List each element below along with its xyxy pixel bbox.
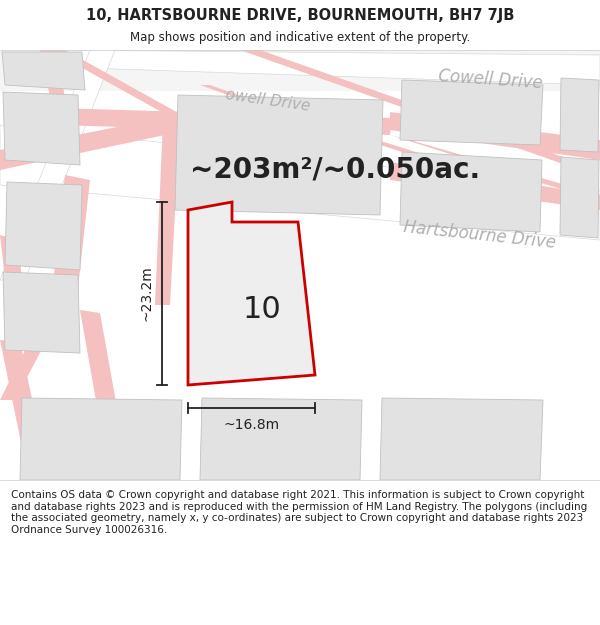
Polygon shape xyxy=(390,162,600,210)
Polygon shape xyxy=(0,50,115,280)
Polygon shape xyxy=(0,310,60,400)
Polygon shape xyxy=(20,398,182,480)
Polygon shape xyxy=(0,235,25,310)
Polygon shape xyxy=(400,80,543,145)
Text: 10, HARTSBOURNE DRIVE, BOURNEMOUTH, BH7 7JB: 10, HARTSBOURNE DRIVE, BOURNEMOUTH, BH7 … xyxy=(86,8,514,22)
Polygon shape xyxy=(400,152,542,232)
Polygon shape xyxy=(0,125,600,240)
Text: ~203m²/~0.050ac.: ~203m²/~0.050ac. xyxy=(190,156,480,184)
Polygon shape xyxy=(3,272,80,353)
Polygon shape xyxy=(188,202,315,385)
Polygon shape xyxy=(200,398,362,480)
Polygon shape xyxy=(40,50,70,120)
Polygon shape xyxy=(5,182,82,270)
Polygon shape xyxy=(155,120,180,305)
Text: 10: 10 xyxy=(242,296,281,324)
Polygon shape xyxy=(200,85,310,120)
Text: ~16.8m: ~16.8m xyxy=(223,418,280,432)
Polygon shape xyxy=(0,118,165,170)
Polygon shape xyxy=(310,122,600,210)
Polygon shape xyxy=(390,112,600,160)
Polygon shape xyxy=(380,398,543,480)
Polygon shape xyxy=(50,50,200,125)
Polygon shape xyxy=(390,135,600,195)
Polygon shape xyxy=(3,92,80,165)
Text: Hartsbourne Drive: Hartsbourne Drive xyxy=(403,218,557,252)
Text: owell Drive: owell Drive xyxy=(225,87,311,113)
Polygon shape xyxy=(560,157,599,238)
Polygon shape xyxy=(55,50,600,85)
Text: ~23.2m: ~23.2m xyxy=(140,266,154,321)
Text: Contains OS data © Crown copyright and database right 2021. This information is : Contains OS data © Crown copyright and d… xyxy=(11,490,587,535)
Polygon shape xyxy=(80,310,130,480)
Polygon shape xyxy=(175,95,383,215)
Polygon shape xyxy=(240,50,600,170)
Polygon shape xyxy=(0,50,600,90)
Polygon shape xyxy=(50,175,90,315)
Polygon shape xyxy=(0,340,45,462)
Text: Map shows position and indicative extent of the property.: Map shows position and indicative extent… xyxy=(130,31,470,44)
Polygon shape xyxy=(2,52,85,90)
Text: Cowell Drive: Cowell Drive xyxy=(437,68,543,92)
Polygon shape xyxy=(55,108,392,135)
Polygon shape xyxy=(560,78,599,152)
